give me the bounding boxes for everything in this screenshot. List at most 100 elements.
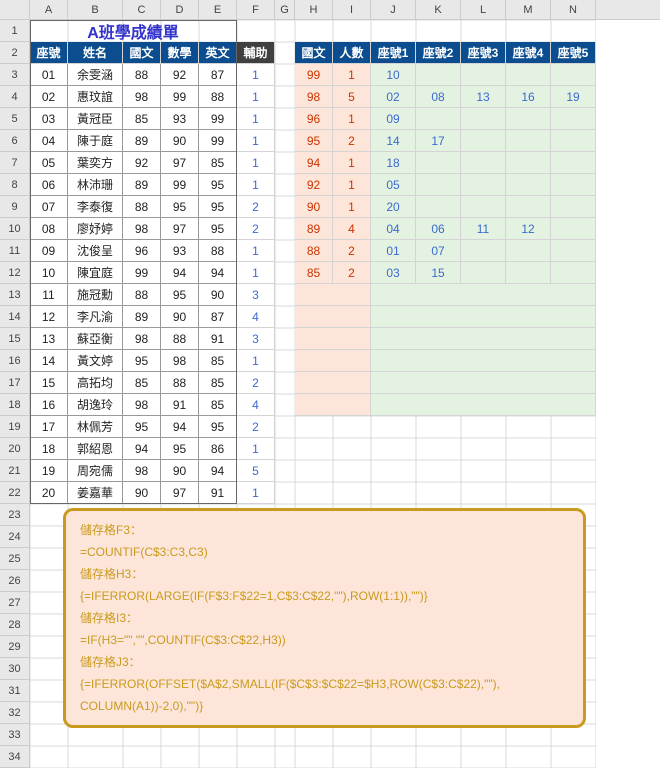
r-5-6[interactable] [551,174,596,196]
r-6-2[interactable]: 20 [371,196,416,218]
data-7-3[interactable]: 99 [161,174,199,196]
r-0-0[interactable]: 99 [295,64,333,86]
aux-0[interactable]: 1 [237,64,275,86]
row-header-17[interactable]: 17 [0,372,30,394]
col-header-H[interactable]: H [295,0,333,19]
data-13-4[interactable]: 87 [199,306,237,328]
r-8-3[interactable]: 07 [416,240,461,262]
r-6-4[interactable] [461,196,506,218]
r-4-5[interactable] [506,152,551,174]
r-1-0[interactable]: 98 [295,86,333,108]
aux-12[interactable]: 3 [237,328,275,350]
data-7-0[interactable]: 06 [30,174,68,196]
r-6-0[interactable]: 90 [295,196,333,218]
row-header-34[interactable]: 34 [0,746,30,768]
row-header-8[interactable]: 8 [0,174,30,196]
hdr2-5[interactable]: 座號4 [506,42,551,64]
col-header-L[interactable]: L [461,0,506,19]
data-10-3[interactable]: 93 [161,240,199,262]
r-9-5[interactable] [506,262,551,284]
col-header-J[interactable]: J [371,0,416,19]
col-header-B[interactable]: B [68,0,123,19]
r-1-3[interactable]: 08 [416,86,461,108]
hdr2-0[interactable]: 國文 [295,42,333,64]
data-17-1[interactable]: 胡逸玲 [68,394,123,416]
aux-13[interactable]: 1 [237,350,275,372]
data-8-2[interactable]: 88 [123,196,161,218]
r-7-3[interactable]: 06 [416,218,461,240]
data-6-0[interactable]: 05 [30,152,68,174]
table-title[interactable]: A班學成績單 [30,20,237,42]
r-7-5[interactable]: 12 [506,218,551,240]
r-7-2[interactable]: 04 [371,218,416,240]
col-header-E[interactable]: E [199,0,237,19]
bg-peach[interactable] [295,284,371,306]
row-header-33[interactable]: 33 [0,724,30,746]
aux-1[interactable]: 1 [237,86,275,108]
data-21-0[interactable]: 20 [30,482,68,504]
r-3-5[interactable] [506,130,551,152]
aux-2[interactable]: 1 [237,108,275,130]
aux-5[interactable]: 1 [237,174,275,196]
r-4-4[interactable] [461,152,506,174]
data-17-3[interactable]: 91 [161,394,199,416]
data-2-4[interactable]: 87 [199,64,237,86]
data-8-4[interactable]: 95 [199,196,237,218]
r-0-4[interactable] [461,64,506,86]
row-header-3[interactable]: 3 [0,64,30,86]
data-3-2[interactable]: 98 [123,86,161,108]
data-20-1[interactable]: 周宛儒 [68,460,123,482]
r-6-6[interactable] [551,196,596,218]
row-header-1[interactable]: 1 [0,20,30,42]
data-21-3[interactable]: 97 [161,482,199,504]
data-2-3[interactable]: 92 [161,64,199,86]
row-header-30[interactable]: 30 [0,658,30,680]
r-0-6[interactable] [551,64,596,86]
data-7-1[interactable]: 林沛珊 [68,174,123,196]
row-header-23[interactable]: 23 [0,504,30,526]
r-9-0[interactable]: 85 [295,262,333,284]
bg-green[interactable] [371,372,596,394]
data-10-2[interactable]: 96 [123,240,161,262]
r-5-5[interactable] [506,174,551,196]
r-3-4[interactable] [461,130,506,152]
data-6-2[interactable]: 92 [123,152,161,174]
row-header-19[interactable]: 19 [0,416,30,438]
data-8-3[interactable]: 95 [161,196,199,218]
r-5-2[interactable]: 05 [371,174,416,196]
r-3-2[interactable]: 14 [371,130,416,152]
r-8-5[interactable] [506,240,551,262]
row-header-18[interactable]: 18 [0,394,30,416]
col-header-N[interactable]: N [551,0,596,19]
data-13-3[interactable]: 90 [161,306,199,328]
data-8-0[interactable]: 07 [30,196,68,218]
data-10-4[interactable]: 88 [199,240,237,262]
r-4-6[interactable] [551,152,596,174]
r-4-1[interactable]: 1 [333,152,371,174]
data-17-2[interactable]: 98 [123,394,161,416]
r-5-4[interactable] [461,174,506,196]
r-8-2[interactable]: 01 [371,240,416,262]
data-15-3[interactable]: 98 [161,350,199,372]
r-7-0[interactable]: 89 [295,218,333,240]
row-header-31[interactable]: 31 [0,680,30,702]
data-20-2[interactable]: 98 [123,460,161,482]
aux-9[interactable]: 1 [237,262,275,284]
data-14-3[interactable]: 88 [161,328,199,350]
r-2-1[interactable]: 1 [333,108,371,130]
data-16-0[interactable]: 15 [30,372,68,394]
data-18-2[interactable]: 95 [123,416,161,438]
col-header-K[interactable]: K [416,0,461,19]
data-10-0[interactable]: 09 [30,240,68,262]
aux-17[interactable]: 1 [237,438,275,460]
r-0-2[interactable]: 10 [371,64,416,86]
data-13-2[interactable]: 89 [123,306,161,328]
row-header-28[interactable]: 28 [0,614,30,636]
data-15-1[interactable]: 黃文婷 [68,350,123,372]
r-2-0[interactable]: 96 [295,108,333,130]
data-9-3[interactable]: 97 [161,218,199,240]
data-5-1[interactable]: 陳于庭 [68,130,123,152]
data-19-2[interactable]: 94 [123,438,161,460]
aux-8[interactable]: 1 [237,240,275,262]
data-19-3[interactable]: 95 [161,438,199,460]
